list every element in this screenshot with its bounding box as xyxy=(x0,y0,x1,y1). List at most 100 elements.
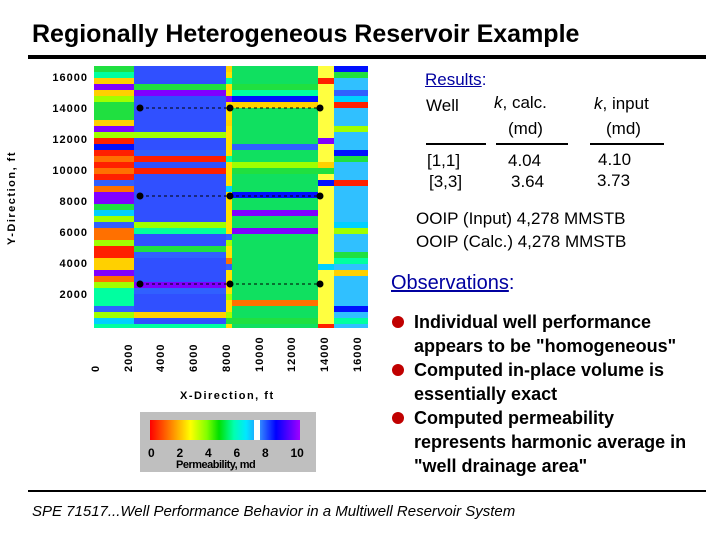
permeability-cell xyxy=(94,168,134,174)
permeability-cell xyxy=(94,318,134,324)
permeability-cell xyxy=(134,216,226,222)
permeability-cell xyxy=(94,126,134,132)
well-marker xyxy=(136,280,144,288)
permeability-cell xyxy=(134,300,226,306)
permeability-cell xyxy=(226,96,232,102)
calc-rule xyxy=(496,143,568,145)
k-input-row-2: 3.73 xyxy=(597,171,631,190)
well-row-1: [1,1] xyxy=(427,151,461,170)
permeability-cell xyxy=(232,66,318,72)
permeability-cell xyxy=(334,294,368,300)
permeability-cell xyxy=(318,168,334,174)
permeability-cell xyxy=(226,150,232,156)
permeability-cell xyxy=(334,300,368,306)
permeability-cell xyxy=(318,198,334,204)
permeability-cell xyxy=(334,162,368,168)
permeability-cell xyxy=(334,132,368,138)
y-axis-label: Y-Direction, ft xyxy=(6,150,18,245)
permeability-cell xyxy=(232,288,318,294)
permeability-cell xyxy=(134,168,226,174)
input-rule xyxy=(590,143,664,145)
permeability-cell xyxy=(134,144,226,150)
permeability-cell xyxy=(334,102,368,108)
x-tick-label: 14000 xyxy=(318,336,331,372)
permeability-cell xyxy=(318,204,334,210)
permeability-cell xyxy=(94,222,134,228)
permeability-cell xyxy=(94,174,134,180)
permeability-cell xyxy=(232,72,318,78)
permeability-cell xyxy=(134,138,226,144)
permeability-cell xyxy=(318,264,334,270)
x-tick-label: 16000 xyxy=(351,336,364,372)
permeability-cell xyxy=(334,114,368,120)
permeability-cell xyxy=(94,204,134,210)
observation-item: Computed permeability represents harmoni… xyxy=(392,406,720,478)
permeability-cell xyxy=(334,222,368,228)
permeability-cell xyxy=(94,192,134,198)
permeability-cell xyxy=(232,168,318,174)
well-marker xyxy=(316,192,324,200)
permeability-cell xyxy=(318,288,334,294)
permeability-cell xyxy=(232,294,318,300)
permeability-cell xyxy=(94,270,134,276)
permeability-cell xyxy=(226,234,232,240)
permeability-cell xyxy=(334,126,368,132)
permeability-cell xyxy=(226,138,232,144)
permeability-cell xyxy=(94,288,134,294)
col-well-header: Well xyxy=(426,96,459,115)
permeability-cell xyxy=(232,270,318,276)
permeability-cell xyxy=(232,114,318,120)
permeability-cell xyxy=(232,120,318,126)
permeability-cell xyxy=(226,228,232,234)
permeability-cell xyxy=(318,108,334,114)
permeability-cell xyxy=(226,294,232,300)
permeability-cell xyxy=(226,84,232,90)
colorbar-tick-label: 2 xyxy=(176,446,184,460)
well-marker xyxy=(226,192,234,200)
well-marker xyxy=(316,104,324,112)
permeability-cell xyxy=(318,222,334,228)
y-tick-label: 12000 xyxy=(52,134,88,146)
permeability-cell xyxy=(334,246,368,252)
permeability-cell xyxy=(134,210,226,216)
permeability-cell xyxy=(94,300,134,306)
permeability-cell xyxy=(318,312,334,318)
permeability-cell xyxy=(318,174,334,180)
permeability-cell xyxy=(226,252,232,258)
permeability-cell xyxy=(232,312,318,318)
observation-line: Individual well performance xyxy=(414,312,652,332)
permeability-cell xyxy=(232,282,318,288)
permeability-cell xyxy=(232,84,318,90)
permeability-cell xyxy=(134,288,226,294)
permeability-cell xyxy=(94,216,134,222)
permeability-cell xyxy=(226,210,232,216)
permeability-cell xyxy=(334,306,368,312)
colorbar-gradient xyxy=(150,420,300,440)
permeability-cell xyxy=(94,294,134,300)
title-rule xyxy=(28,55,706,59)
permeability-cell xyxy=(232,174,318,180)
permeability-cell xyxy=(334,270,368,276)
permeability-cell xyxy=(232,162,318,168)
permeability-cell xyxy=(134,84,226,90)
permeability-cell xyxy=(318,270,334,276)
permeability-cell xyxy=(134,66,226,72)
permeability-cell xyxy=(232,216,318,222)
col-calc-unit: (md) xyxy=(508,119,543,138)
observation-line: appears to be "homogeneous" xyxy=(414,336,677,356)
permeability-cell xyxy=(232,318,318,324)
permeability-cell xyxy=(334,66,368,72)
permeability-cell xyxy=(226,204,232,210)
observations-heading: Observations: xyxy=(391,272,515,294)
permeability-cell xyxy=(318,180,334,186)
permeability-cell xyxy=(226,126,232,132)
permeability-cell xyxy=(134,294,226,300)
permeability-cell xyxy=(134,126,226,132)
observation-line: essentially exact xyxy=(414,384,558,404)
permeability-cell xyxy=(94,114,134,120)
bullet-icon xyxy=(392,412,404,424)
permeability-cell xyxy=(334,252,368,258)
permeability-cell xyxy=(226,318,232,324)
x-tick-label: 12000 xyxy=(286,336,299,372)
permeability-cell xyxy=(232,258,318,264)
